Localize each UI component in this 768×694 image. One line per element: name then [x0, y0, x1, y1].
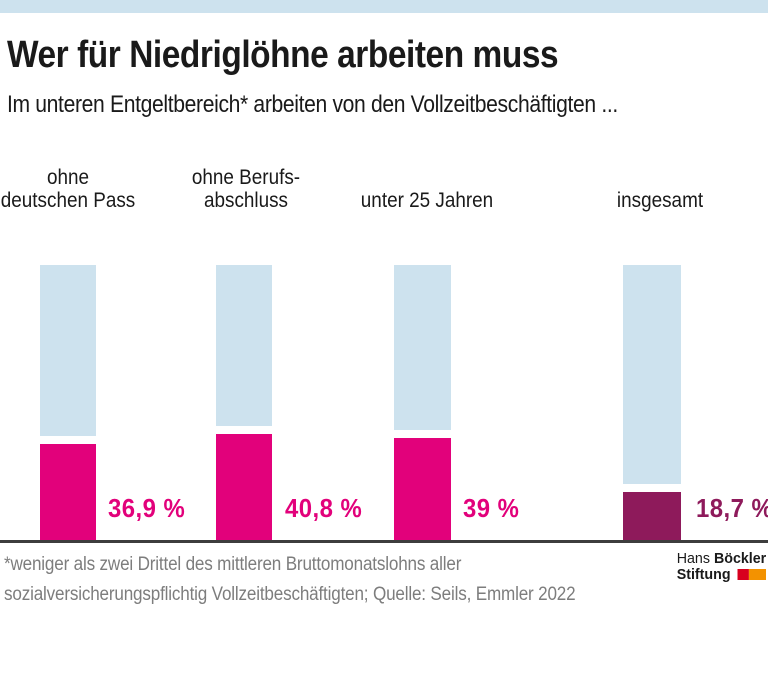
category-label: ohne Berufs-abschluss	[192, 166, 300, 212]
bar-fill	[216, 434, 272, 541]
bar-track	[623, 265, 681, 484]
bar-fill	[394, 438, 451, 541]
category-label-line: ohne	[46, 166, 90, 189]
bar-track	[216, 265, 272, 426]
logo-line-2: Stiftung	[676, 567, 766, 583]
footnote: *weniger als zwei Drittel des mittleren …	[4, 550, 576, 610]
value-label: 36,9 %	[108, 493, 186, 523]
bar-group-1	[40, 265, 96, 541]
category-label-line: ohne Berufs-	[191, 166, 301, 189]
category-label-line: unter 25 Jahren	[360, 189, 494, 212]
page-title: Wer für Niedriglöhne arbeiten muss	[7, 34, 559, 76]
hans-boeckler-stiftung-logo: Hans Böckler Stiftung	[676, 551, 766, 583]
category-label: insgesamt	[617, 189, 703, 212]
category-label-line: deutschen Pass	[0, 189, 136, 212]
bar-group-2	[216, 265, 272, 541]
category-label-line: abschluss	[203, 189, 289, 212]
value-label: 18,7 %	[696, 493, 768, 523]
bar-fill	[623, 492, 681, 541]
logo-red-square-icon	[736, 569, 749, 580]
logo-line-1: Hans Böckler	[676, 551, 766, 567]
bar-group-3	[394, 265, 451, 541]
value-label: 40,8 %	[285, 493, 363, 523]
category-label: ohne deutschen Pass	[1, 166, 135, 212]
logo-stiftung-label: Stiftung	[676, 566, 731, 583]
bar-group-4	[623, 265, 681, 541]
logo-name-bold: Böckler	[713, 550, 766, 567]
value-label: 39 %	[463, 493, 520, 523]
page-subtitle: Im unteren Entgeltbereich* arbeiten von …	[7, 91, 618, 118]
category-label-line: insgesamt	[616, 189, 704, 212]
bar-track	[394, 265, 451, 430]
footnote-line-2: sozialversicherungspflichtig Vollzeitbes…	[4, 584, 576, 605]
category-label: unter 25 Jahren	[361, 189, 493, 212]
chart-baseline	[0, 540, 768, 543]
bar-fill	[40, 444, 96, 541]
logo-name-regular: Hans	[676, 550, 710, 567]
logo-orange-square-icon	[748, 569, 766, 580]
bar-track	[40, 265, 96, 436]
top-accent-bar	[0, 0, 768, 13]
footnote-line-1: *weniger als zwei Drittel des mittleren …	[4, 554, 462, 575]
